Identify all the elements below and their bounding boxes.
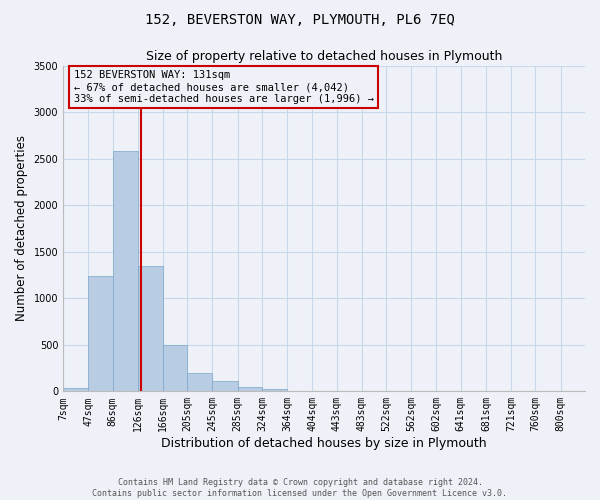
Bar xyxy=(212,381,238,392)
Bar xyxy=(163,346,187,392)
Text: 152 BEVERSTON WAY: 131sqm
← 67% of detached houses are smaller (4,042)
33% of se: 152 BEVERSTON WAY: 131sqm ← 67% of detac… xyxy=(74,70,374,104)
Bar xyxy=(262,390,287,392)
Title: Size of property relative to detached houses in Plymouth: Size of property relative to detached ho… xyxy=(146,50,502,63)
Bar xyxy=(138,266,163,392)
Bar xyxy=(113,151,138,392)
Text: Contains HM Land Registry data © Crown copyright and database right 2024.
Contai: Contains HM Land Registry data © Crown c… xyxy=(92,478,508,498)
Text: 152, BEVERSTON WAY, PLYMOUTH, PL6 7EQ: 152, BEVERSTON WAY, PLYMOUTH, PL6 7EQ xyxy=(145,12,455,26)
Bar xyxy=(238,387,262,392)
Y-axis label: Number of detached properties: Number of detached properties xyxy=(15,136,28,322)
X-axis label: Distribution of detached houses by size in Plymouth: Distribution of detached houses by size … xyxy=(161,437,487,450)
Bar xyxy=(187,373,212,392)
Bar xyxy=(88,276,113,392)
Bar xyxy=(63,388,88,392)
